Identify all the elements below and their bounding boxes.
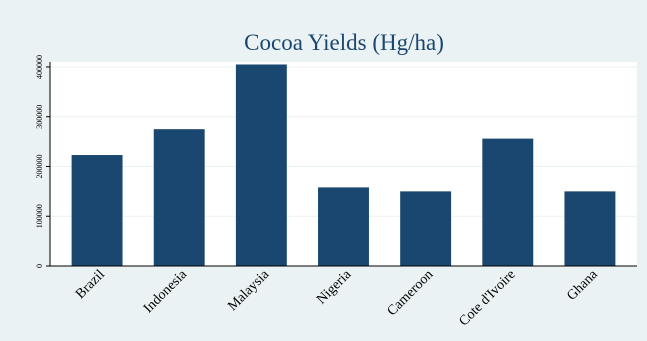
x-tick-label: Cameroon: [385, 267, 437, 319]
x-tick-label: Indonesia: [141, 267, 191, 317]
y-tick-label: 200000: [35, 154, 44, 178]
x-tick-label: Malaysia: [225, 267, 272, 314]
y-tick-label: 0: [35, 264, 44, 268]
bar-cameroon: [400, 191, 452, 266]
bar-malaysia: [235, 64, 287, 266]
y-tick-label: 100000: [35, 204, 44, 228]
bar-nigeria: [318, 187, 369, 266]
bar-brazil: [71, 155, 123, 266]
bar-ghana: [564, 191, 616, 266]
bar-cote-d-ivoire: [482, 138, 534, 266]
y-ticks: 0 100000 200000 300000 400000: [35, 55, 50, 268]
x-tick-label: Ghana: [564, 267, 601, 304]
bar-indonesia: [153, 129, 205, 266]
chart-title: Cocoa Yields (Hg/ha): [244, 30, 444, 55]
y-tick-label: 300000: [35, 105, 44, 129]
x-tick-label: Brazil: [73, 267, 108, 302]
x-tick-label: Nigeria: [314, 267, 355, 308]
bars: [71, 64, 616, 266]
x-tick-label: Cote d'Ivoire: [456, 267, 518, 329]
y-tick-label: 400000: [35, 55, 44, 79]
grid-lines: [50, 66, 637, 217]
x-tick-labels: Brazil Indonesia Malaysia Nigeria Cameroon Co…: [73, 267, 601, 330]
